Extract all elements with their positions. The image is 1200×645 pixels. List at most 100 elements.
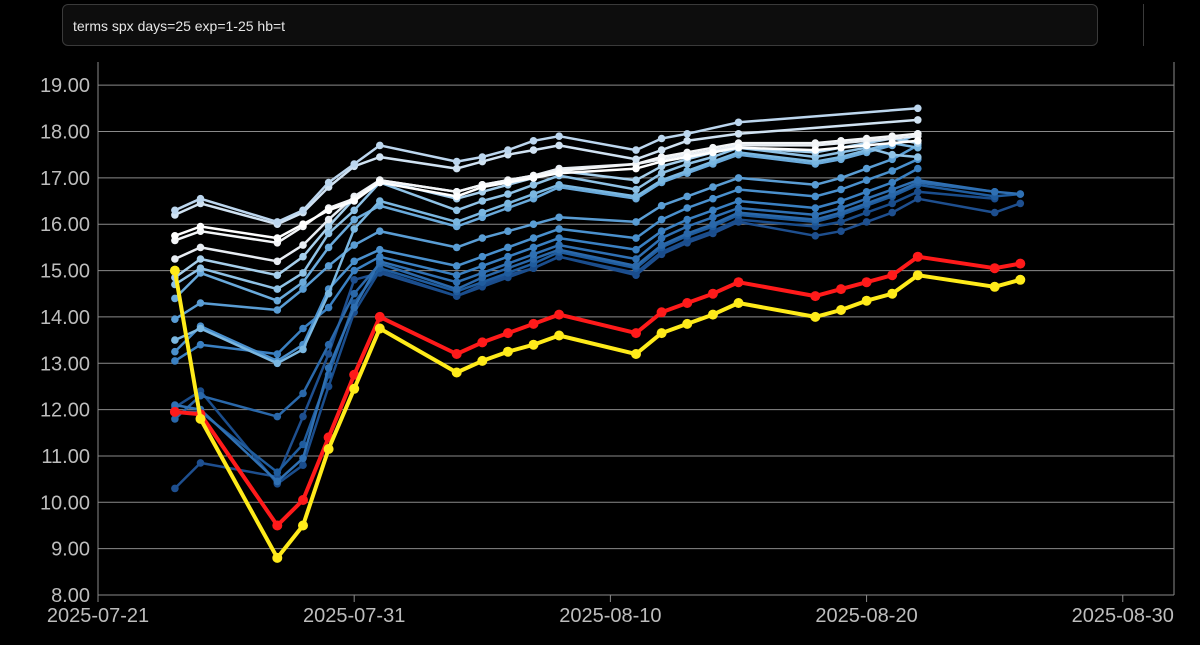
data-point xyxy=(734,143,743,152)
data-point xyxy=(683,204,691,212)
x-tick-label: 2025-08-30 xyxy=(1072,605,1174,627)
data-point xyxy=(171,255,179,263)
data-point xyxy=(376,197,384,205)
data-point xyxy=(811,181,820,189)
data-point xyxy=(657,241,666,249)
series-line xyxy=(174,178,1021,483)
series-group xyxy=(169,104,1026,563)
data-point xyxy=(350,215,359,224)
data-point xyxy=(171,315,179,324)
data-point xyxy=(349,369,360,380)
data-point xyxy=(529,137,538,145)
data-point xyxy=(888,185,896,194)
data-point xyxy=(504,178,512,187)
data-point xyxy=(478,269,487,277)
data-point xyxy=(632,176,640,184)
data-point xyxy=(196,340,205,349)
data-point xyxy=(171,415,179,423)
series-19 xyxy=(169,265,1026,563)
data-point xyxy=(632,262,640,270)
series-line xyxy=(174,144,919,321)
data-point xyxy=(299,278,307,287)
data-point xyxy=(273,350,282,358)
data-point xyxy=(169,265,180,276)
y-tick-label: 13.00 xyxy=(40,353,90,375)
data-point xyxy=(707,309,718,320)
data-point xyxy=(324,340,333,349)
data-point xyxy=(912,251,923,262)
data-point xyxy=(452,218,461,226)
command-input[interactable]: terms spx days=25 exp=1-25 hb=t xyxy=(62,4,1098,46)
data-point xyxy=(837,227,845,235)
data-point xyxy=(272,520,283,531)
data-point xyxy=(299,241,307,249)
data-point xyxy=(555,234,563,242)
data-point xyxy=(734,174,743,182)
data-point xyxy=(169,406,180,417)
series-line xyxy=(174,158,919,363)
data-point xyxy=(555,132,563,140)
data-point xyxy=(196,299,205,307)
data-point xyxy=(529,181,538,189)
data-point xyxy=(709,183,717,191)
data-point xyxy=(273,359,282,368)
y-tick-label: 17.00 xyxy=(40,168,90,190)
data-point xyxy=(888,167,896,175)
data-point xyxy=(196,194,205,203)
data-point xyxy=(504,199,512,208)
data-point xyxy=(709,148,717,157)
data-point xyxy=(837,204,845,212)
y-tick-label: 15.00 xyxy=(40,261,90,283)
x-tick-label: 2025-07-21 xyxy=(47,605,149,627)
data-point xyxy=(374,323,385,334)
data-point xyxy=(273,257,282,266)
series-line xyxy=(174,167,919,362)
data-point xyxy=(324,350,333,358)
data-point xyxy=(1016,199,1025,208)
data-point xyxy=(350,160,359,168)
y-tick-label: 9.00 xyxy=(51,539,90,561)
data-point xyxy=(349,383,360,394)
data-point xyxy=(452,243,461,252)
data-point xyxy=(683,222,691,231)
data-point xyxy=(682,298,693,308)
data-point xyxy=(709,206,717,215)
data-point xyxy=(452,262,461,270)
y-tick-label: 16.00 xyxy=(40,214,90,236)
data-point xyxy=(810,291,821,302)
data-point xyxy=(299,412,307,421)
data-point xyxy=(324,206,333,215)
data-point xyxy=(862,164,871,173)
data-point xyxy=(1015,258,1026,269)
data-point xyxy=(862,134,871,143)
data-point xyxy=(657,134,666,143)
data-point xyxy=(632,185,640,194)
command-text: terms spx days=25 exp=1-25 hb=t xyxy=(73,18,286,34)
data-point xyxy=(350,276,359,284)
data-point xyxy=(811,204,820,212)
data-point xyxy=(554,309,565,320)
data-point xyxy=(734,197,743,205)
data-point xyxy=(888,150,896,159)
data-point xyxy=(657,201,666,210)
y-axis-ticks: 8.00 9.00 10.00 11.00 12.00 13.00 14.00 15.00 16… xyxy=(40,75,90,607)
data-point xyxy=(478,208,487,217)
data-point xyxy=(861,277,872,288)
data-point xyxy=(1015,274,1026,285)
data-point xyxy=(171,294,179,303)
data-point xyxy=(811,146,820,154)
data-point xyxy=(272,552,283,563)
data-point xyxy=(837,197,845,205)
data-point xyxy=(632,218,640,226)
data-point xyxy=(196,324,205,333)
data-point xyxy=(298,520,308,531)
data-point xyxy=(888,132,896,140)
data-point xyxy=(504,227,512,235)
data-point xyxy=(734,118,743,127)
data-point xyxy=(452,157,461,166)
data-point xyxy=(273,296,282,305)
data-point xyxy=(811,232,820,240)
data-point xyxy=(733,298,744,308)
data-point xyxy=(324,229,333,238)
data-point xyxy=(990,208,999,217)
